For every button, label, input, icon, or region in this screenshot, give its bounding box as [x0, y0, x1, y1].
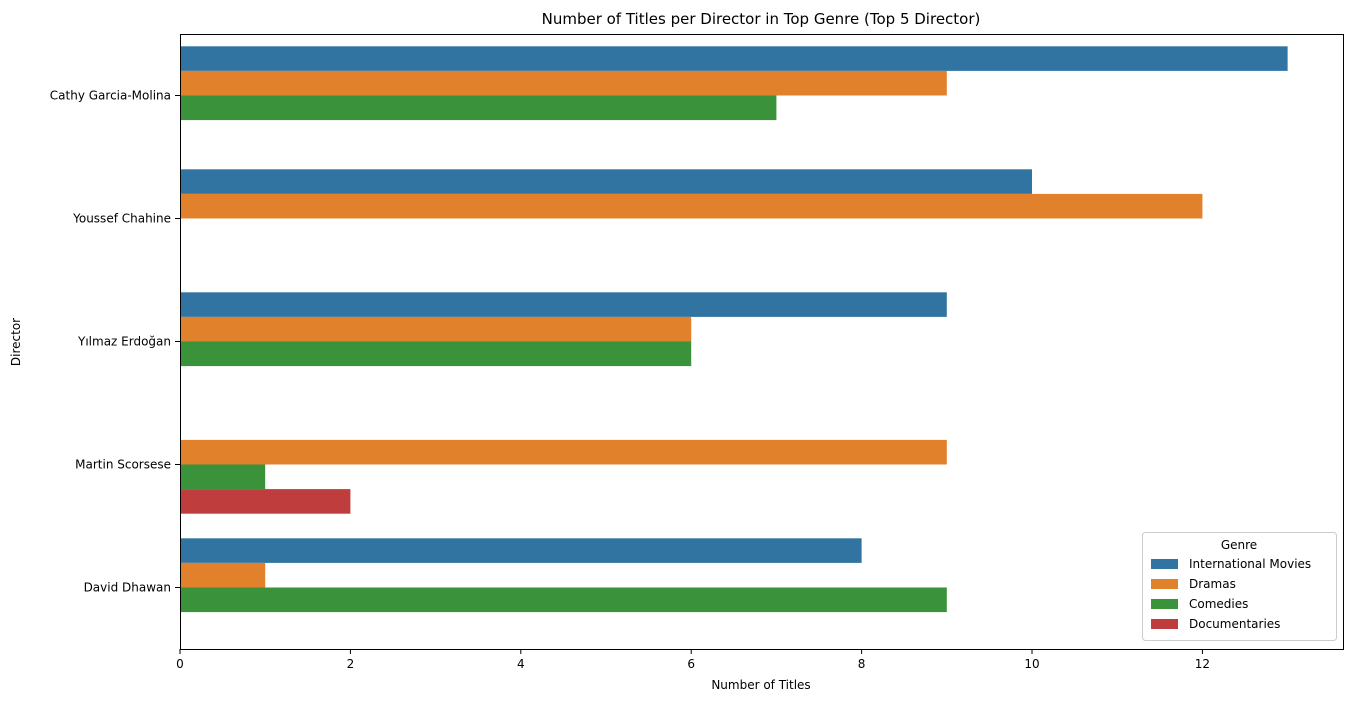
y-tick-label: Cathy Garcia-Molina — [50, 89, 171, 103]
x-tick-label: 12 — [1195, 657, 1210, 671]
legend-swatch — [1151, 619, 1178, 629]
bar — [180, 587, 947, 613]
plot-frame — [180, 34, 1344, 650]
bar — [180, 439, 947, 465]
legend-swatch — [1151, 559, 1178, 569]
x-tick-label: 2 — [347, 657, 355, 671]
x-tick-label: 8 — [858, 657, 866, 671]
y-tick-label: David Dhawan — [84, 581, 171, 595]
bar — [180, 193, 1203, 219]
chart-title: Number of Titles per Director in Top Gen… — [542, 10, 981, 28]
bar — [180, 70, 947, 96]
y-tick-label: Youssef Chahine — [72, 212, 171, 226]
bar — [180, 562, 266, 588]
y-axis-label: Director — [9, 318, 23, 366]
legend-label: Dramas — [1189, 577, 1236, 591]
bar — [180, 341, 692, 367]
legend-swatch — [1151, 599, 1178, 609]
bar — [180, 464, 266, 490]
bar — [180, 292, 947, 317]
x-tick-label: 0 — [176, 657, 184, 671]
legend: Genre International Movies Dramas Comedies… — [1142, 532, 1337, 641]
legend-label: Documentaries — [1189, 617, 1280, 631]
x-axis-label: Number of Titles — [711, 678, 810, 692]
bar — [180, 169, 1033, 194]
x-tick-label: 10 — [1024, 657, 1039, 671]
legend-box — [1142, 532, 1337, 641]
bar — [180, 316, 692, 342]
x-tick-label: 6 — [687, 657, 695, 671]
bars — [180, 46, 1288, 613]
y-tick-label: Martin Scorsese — [75, 458, 171, 472]
legend-label: International Movies — [1189, 557, 1311, 571]
legend-label: Comedies — [1189, 597, 1248, 611]
legend-title: Genre — [1221, 538, 1257, 552]
y-tick-label: Yılmaz Erdoğan — [77, 335, 171, 349]
bar — [180, 95, 777, 121]
bar — [180, 489, 351, 514]
bar — [180, 46, 1288, 71]
legend-swatch — [1151, 579, 1178, 589]
y-axis: Cathy Garcia-Molina Youssef Chahine Yılmaz… — [50, 89, 180, 595]
x-tick-label: 4 — [517, 657, 525, 671]
x-axis: 0 2 4 6 8 10 12 — [176, 649, 1210, 671]
bar — [180, 538, 862, 563]
